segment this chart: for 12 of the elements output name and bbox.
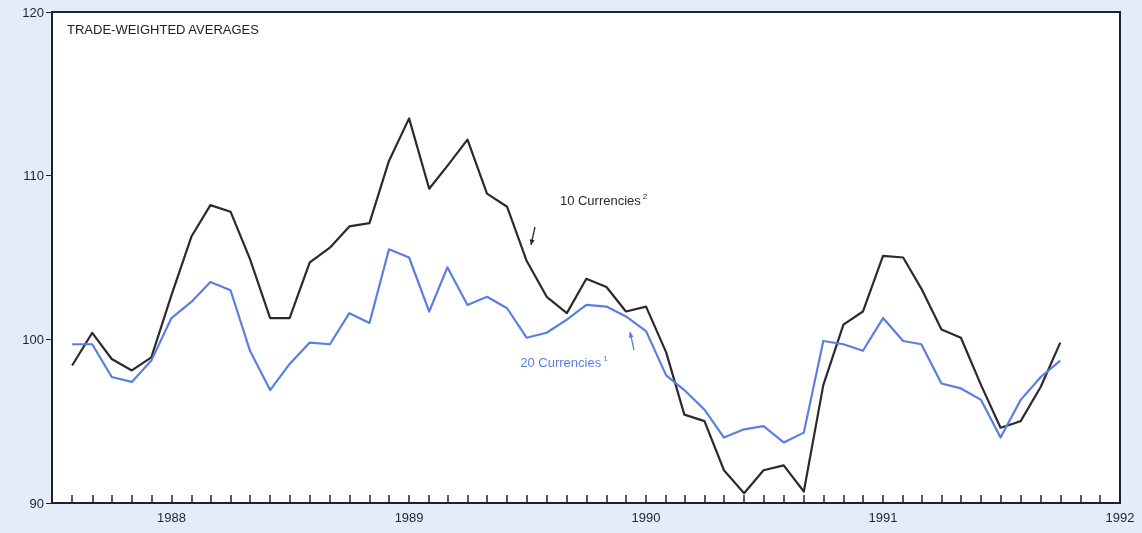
line-series [71,248,1062,444]
x-tick-label: 1989 [394,510,424,525]
y-tick-label: 100 [22,331,44,347]
text: TRADE-WEIGHTED AVERAGES [67,22,260,37]
y-tick-label: 90 [29,495,44,511]
line-series [71,117,1062,495]
x-tick-label: 1991 [868,510,898,525]
y-tick-label: 110 [23,168,44,184]
x-tick-label: 1988 [157,510,186,525]
y-tick-label: 120 [22,4,44,20]
x-tick-label: 1992 [1105,510,1135,525]
x-tick-label: 1990 [631,510,661,525]
